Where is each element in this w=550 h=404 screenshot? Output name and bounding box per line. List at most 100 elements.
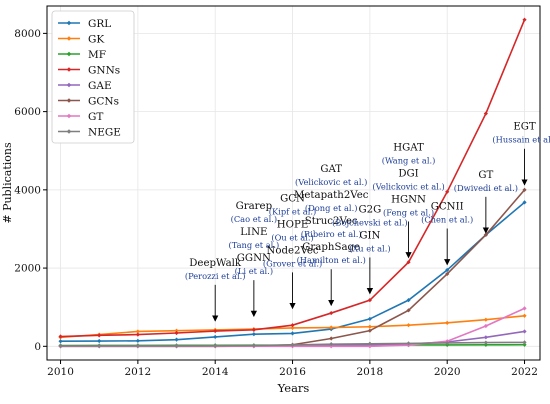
- x-tick-label: 2016: [279, 366, 306, 378]
- x-tick-label: 2014: [202, 366, 229, 378]
- data-point: [406, 341, 411, 346]
- data-point: [174, 337, 179, 342]
- legend-item: GCNs: [58, 95, 119, 107]
- data-point: [213, 328, 218, 334]
- series-group: [58, 17, 527, 349]
- data-point: [367, 341, 372, 346]
- annotation-citation: (Wang et al.): [382, 155, 436, 165]
- data-point: [483, 340, 488, 345]
- data-point: [522, 342, 527, 347]
- data-point: [290, 331, 295, 336]
- annotation-citation: (Grover et al.): [263, 258, 322, 268]
- data-point: [290, 323, 295, 328]
- data-point: [174, 330, 179, 336]
- annotation-method: DGI: [398, 168, 418, 179]
- data-point: [367, 316, 372, 322]
- x-tick-label: 2022: [511, 366, 538, 378]
- annotation-method: GCN: [280, 193, 305, 204]
- data-point: [135, 343, 140, 349]
- annotation-method: G2G: [358, 204, 381, 215]
- annotation-method: Metapath2Vec: [294, 190, 369, 201]
- data-point: [329, 342, 334, 347]
- data-point: [406, 308, 411, 313]
- data-point: [213, 343, 218, 348]
- data-point: [483, 317, 488, 322]
- legend-label: MF: [88, 49, 106, 61]
- x-tick-label: 2012: [124, 366, 151, 378]
- legend-box: [51, 10, 135, 144]
- x-tick-label: 2018: [356, 366, 383, 378]
- y-tick-label: 0: [34, 341, 41, 353]
- legend-label: GNNs: [88, 64, 120, 76]
- annotation-method: LINE: [240, 227, 267, 238]
- annotation: Grarep (Cao et al.) LINE (Tang et al.) GGNN (…: [228, 201, 279, 318]
- series-grl: [58, 200, 527, 344]
- legend-marker: [66, 51, 72, 57]
- data-point: [522, 187, 527, 192]
- annotation: DeepWalk (Perozzi et al.): [185, 258, 246, 322]
- data-point: [174, 328, 179, 333]
- data-point: [174, 343, 179, 349]
- annotation-citation: (Chen et al.): [421, 215, 473, 225]
- data-point: [522, 200, 527, 205]
- data-point: [367, 344, 372, 349]
- annotation: G2G (Bojchevski et al.) GIN (Xu et al.): [332, 204, 408, 295]
- data-point: [445, 320, 450, 325]
- x-axis-label: Years: [277, 381, 310, 395]
- data-point: [329, 310, 334, 316]
- annotation-citation: (Hussain et al.): [492, 135, 550, 145]
- annotation-citation: (Dong et al.): [305, 203, 358, 213]
- data-point: [251, 332, 256, 337]
- data-point: [329, 325, 334, 330]
- annotation-citation: (Dwivedi et al.): [454, 183, 518, 193]
- data-point: [290, 325, 295, 331]
- legend-item: GRL: [58, 18, 111, 30]
- y-axis-label: # Publications: [1, 142, 14, 224]
- annotation-citation: (Ou et al.): [271, 232, 313, 242]
- legend-marker: [66, 98, 72, 103]
- legend-marker: [66, 113, 72, 119]
- annotation-method: GT: [478, 170, 493, 181]
- data-point: [445, 271, 450, 277]
- annotation: EGT (Hussain et al.): [492, 122, 550, 186]
- data-point: [445, 340, 450, 346]
- legend-label: NEGE: [88, 126, 121, 138]
- data-point: [406, 298, 411, 303]
- data-point: [213, 334, 218, 340]
- data-point: [445, 267, 450, 273]
- plot-frame: [46, 5, 541, 361]
- legend-item: GAE: [58, 80, 112, 92]
- annotation-method: EGT: [513, 122, 536, 133]
- data-point: [97, 338, 102, 344]
- legend-item: GK: [58, 33, 104, 45]
- data-point: [251, 327, 256, 332]
- annotation: GCNII (Chen et al.): [421, 202, 473, 266]
- data-point: [251, 343, 256, 348]
- x-tick-label: 2010: [47, 366, 74, 378]
- annotation-method: Struc2Vec: [305, 216, 358, 227]
- data-point: [135, 329, 140, 334]
- data-point: [97, 333, 102, 338]
- annotation: HGAT (Wang et al.) DGI (Velickovic et al.) H…: [372, 142, 445, 259]
- legend: GRL GK MF GNNs GAE GCNs GT NEGE: [51, 10, 135, 144]
- annotation-method: DeepWalk: [189, 258, 242, 269]
- legend-marker: [66, 20, 72, 26]
- annotation-citation: (Tang et al.): [228, 240, 279, 250]
- annotations: DeepWalk (Perozzi et al.) Grarep (Cao et al…: [185, 122, 550, 322]
- data-point: [135, 332, 140, 337]
- legend-label: GRL: [88, 18, 111, 30]
- annotation-citation: (Feng et al.): [383, 207, 434, 217]
- data-point: [367, 328, 372, 333]
- legend-item: GT: [58, 111, 103, 123]
- legend-item: NEGE: [58, 126, 121, 138]
- data-point: [290, 342, 295, 348]
- data-point: [483, 111, 488, 116]
- data-point: [522, 306, 527, 311]
- annotation-citation: (Xu et al.): [349, 243, 390, 253]
- legend-marker: [66, 129, 72, 134]
- data-point: [483, 335, 488, 340]
- legend-label: GCNs: [88, 95, 119, 107]
- data-point: [522, 17, 527, 22]
- annotation-citation: (Kipf et al.): [269, 206, 316, 216]
